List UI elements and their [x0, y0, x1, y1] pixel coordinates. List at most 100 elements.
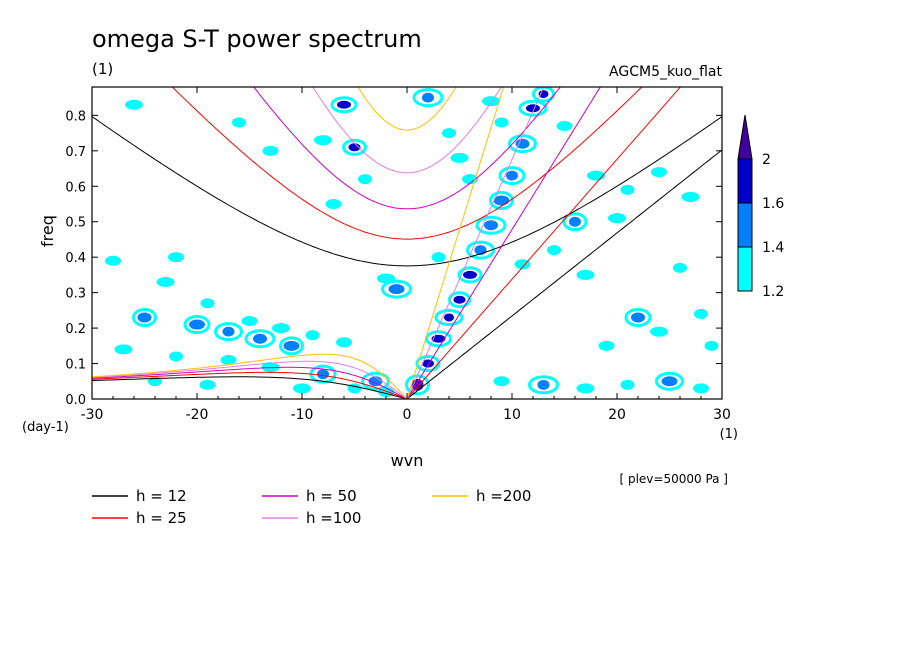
x-tick-label: 10	[503, 407, 521, 423]
y-tick-label: 0.0	[65, 393, 86, 408]
contour-blob	[347, 383, 362, 394]
contour-blob-halo	[448, 291, 471, 309]
x-tick-label: -10	[291, 407, 314, 423]
rossby-curve	[92, 371, 408, 399]
x-axis-unit: (1)	[720, 427, 738, 442]
contour-blob	[515, 138, 530, 149]
contour-blob	[506, 170, 518, 181]
contour-blob	[514, 259, 531, 270]
contour-blob-halo	[562, 212, 588, 232]
contour-blob	[253, 333, 267, 344]
contour-blob	[661, 376, 678, 387]
rossby-curve	[92, 366, 408, 399]
contour-blob	[650, 326, 668, 337]
contour-blob	[651, 167, 667, 178]
y-tick-label: 0.8	[65, 109, 86, 124]
colorbar-label: 2	[762, 152, 771, 168]
y-tick-label: 0.4	[65, 251, 86, 266]
contour-blob	[537, 379, 550, 390]
contour-blob	[388, 284, 405, 295]
contour-blob	[431, 252, 446, 263]
contour-blob-halo	[381, 279, 412, 299]
contour-blob	[693, 383, 709, 394]
x-tick-label: 30	[713, 407, 731, 423]
kelvin-curve	[406, 87, 545, 399]
contour-blob	[704, 340, 719, 351]
dispersion-curves	[92, 87, 722, 399]
chart-title: omega S-T power spectrum	[92, 25, 422, 53]
contour-blob-halo	[457, 266, 483, 284]
inertia-gravity-curve	[357, 87, 457, 131]
contour-blob-halo	[132, 307, 157, 327]
contour-blob	[105, 255, 121, 266]
contour-blob	[261, 362, 280, 373]
contour-blob	[220, 355, 237, 365]
y-axis: 0.0 0.1 0.2 0.3 0.4 0.5 0.6 0.7 0.8	[65, 109, 722, 408]
rossby-curve	[92, 376, 408, 399]
legend-label: h = 12	[136, 487, 187, 505]
colorbar-label: 1.6	[762, 196, 784, 212]
colorbar: 1.2 1.4 1.6 2	[737, 114, 784, 300]
contour-blob	[314, 135, 332, 146]
contour-blob	[681, 191, 700, 202]
chart-subtitle: (1)	[92, 60, 113, 78]
contour-blob	[283, 340, 300, 351]
colorbar-segment	[737, 158, 753, 204]
contour-blob-halo	[244, 329, 276, 349]
contour-blob-halo	[518, 99, 548, 117]
contour-blob	[463, 270, 477, 279]
y-tick-label: 0.6	[65, 180, 86, 195]
contour-blob-halo	[279, 336, 304, 356]
contour-blob	[348, 143, 361, 152]
x-axis-label: wvn	[391, 451, 424, 470]
contour-blob-halo	[415, 355, 441, 373]
contour-blob-halo	[624, 307, 652, 327]
x-tick-label: 20	[608, 407, 626, 423]
contour-blob	[358, 174, 372, 185]
contour-blob	[431, 334, 446, 343]
contour-blob	[325, 199, 342, 209]
contour-blob	[114, 344, 133, 355]
kelvin-curve	[406, 87, 682, 399]
contour-blob-halo	[183, 315, 211, 335]
contour-blob	[337, 100, 351, 109]
y-tick-label: 0.7	[65, 145, 86, 160]
inertia-gravity-curve	[312, 87, 502, 174]
contour-blob-halo	[434, 308, 464, 326]
rossby-curve	[92, 360, 408, 399]
contour-blob-halo	[528, 375, 559, 395]
contour-blob	[336, 337, 352, 348]
contour-blob	[422, 359, 434, 368]
contour-blob	[694, 308, 708, 319]
y-tick-label: 0.1	[65, 358, 86, 373]
level-note: [ plev=50000 Pa ]	[619, 472, 728, 486]
contour-blob	[450, 152, 469, 163]
contour-blob	[556, 121, 573, 131]
legend-label: h =200	[476, 487, 531, 505]
contour-blob	[598, 340, 615, 351]
contour-blob	[620, 379, 635, 390]
plot-area	[92, 87, 722, 399]
contour-blob	[169, 351, 183, 362]
contour-blob-halo	[425, 330, 452, 348]
contour-blob	[156, 277, 175, 287]
legend: h = 12 h = 25 h = 50 h =100 h =200	[92, 487, 531, 527]
contour-blob	[148, 376, 162, 387]
contour-blob-halo	[655, 371, 684, 391]
contour-blob	[293, 383, 311, 394]
colorbar-extension	[737, 114, 753, 160]
contour-blob	[199, 379, 216, 390]
contour-blob	[262, 145, 279, 156]
contour-blob	[493, 376, 510, 387]
contour-blob	[222, 326, 235, 337]
contour-blob	[608, 213, 626, 224]
contour-blob	[631, 312, 645, 323]
contour-blob	[494, 117, 509, 128]
contour-blob	[576, 269, 595, 280]
contour-blob	[576, 383, 595, 394]
colorbar-label: 1.4	[762, 240, 784, 256]
contour-blob	[569, 216, 581, 227]
inertia-gravity-curve	[253, 87, 561, 210]
contour-blob-halo	[342, 138, 367, 156]
